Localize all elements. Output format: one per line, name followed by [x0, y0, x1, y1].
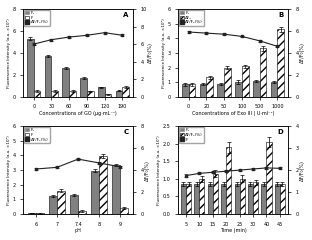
Bar [206, 77, 213, 97]
Bar [120, 208, 129, 214]
Bar [261, 184, 266, 214]
Bar [208, 184, 213, 214]
Bar [200, 84, 206, 97]
Legend: F₁, ΔF₁, ΔF/F₀(%): F₁, ΔF₁, ΔF/F₀(%) [179, 10, 204, 26]
Bar [275, 184, 280, 214]
Bar [226, 147, 231, 214]
Y-axis label: Fluorescence Intensity (a.u. ×10⁴): Fluorescence Intensity (a.u. ×10⁴) [7, 135, 11, 205]
Bar [248, 184, 253, 214]
Bar [221, 184, 226, 214]
Text: D: D [278, 129, 284, 135]
Bar [51, 91, 58, 97]
Y-axis label: ΔF/F₀(%): ΔF/F₀(%) [148, 42, 153, 63]
Bar [253, 182, 258, 214]
Bar [112, 165, 120, 214]
Bar [99, 156, 107, 214]
Bar [253, 81, 260, 97]
Bar [199, 179, 204, 214]
Bar [217, 84, 224, 97]
Bar [105, 94, 111, 97]
Text: A: A [123, 12, 129, 18]
Bar [213, 174, 218, 214]
Bar [34, 91, 41, 97]
Legend: F₁, F, ΔF/F₀(%): F₁, F, ΔF/F₀(%) [24, 10, 50, 26]
Bar [78, 211, 86, 214]
X-axis label: Concentrations of Exo III ( U·ml⁻¹): Concentrations of Exo III ( U·ml⁻¹) [192, 111, 274, 116]
Y-axis label: ΔF/F₀(%): ΔF/F₀(%) [300, 160, 305, 180]
Bar [181, 184, 186, 214]
X-axis label: pH: pH [75, 228, 81, 233]
Bar [260, 48, 266, 97]
Bar [235, 184, 240, 214]
Bar [266, 142, 271, 214]
Bar [235, 82, 242, 97]
Bar [240, 179, 245, 214]
X-axis label: Time (min): Time (min) [220, 228, 246, 233]
Bar [45, 56, 51, 97]
Legend: F₁, F, ΔF/F₀(%): F₁, F, ΔF/F₀(%) [24, 127, 50, 143]
Y-axis label: Fluorescence Intensity (a.u. ×10⁴): Fluorescence Intensity (a.u. ×10⁴) [162, 18, 166, 88]
Y-axis label: ΔF/F₀(%): ΔF/F₀(%) [145, 160, 150, 180]
Bar [69, 91, 76, 97]
Bar [280, 184, 285, 214]
Bar [271, 82, 277, 97]
Bar [188, 84, 195, 97]
Bar [28, 213, 36, 214]
Bar [182, 84, 188, 97]
Bar [224, 67, 231, 97]
Y-axis label: ΔF/F₀(%): ΔF/F₀(%) [300, 42, 305, 63]
Bar [194, 184, 199, 214]
Y-axis label: Fluorescence Intensity (a.u. ×10⁴): Fluorescence Intensity (a.u. ×10⁴) [157, 135, 161, 205]
Bar [242, 66, 249, 97]
Bar [116, 91, 122, 97]
Bar [36, 213, 44, 214]
Legend: F₁, ΔF/F₀(%), F: F₁, ΔF/F₀(%), F [179, 127, 204, 143]
Text: C: C [124, 129, 129, 135]
X-axis label: Concentrations of GO (μg·mL⁻¹): Concentrations of GO (μg·mL⁻¹) [39, 111, 117, 116]
Bar [49, 196, 57, 214]
Bar [70, 195, 78, 214]
Bar [98, 87, 105, 97]
Bar [57, 191, 65, 214]
Bar [87, 91, 94, 97]
Bar [80, 78, 87, 97]
Bar [277, 30, 284, 97]
Y-axis label: Fluorescence Intensity (a.u. ×10⁴): Fluorescence Intensity (a.u. ×10⁴) [7, 18, 11, 88]
Bar [27, 39, 34, 97]
Bar [62, 68, 69, 97]
Bar [122, 87, 129, 97]
Text: B: B [278, 12, 284, 18]
Bar [186, 184, 191, 214]
Bar [91, 171, 99, 214]
